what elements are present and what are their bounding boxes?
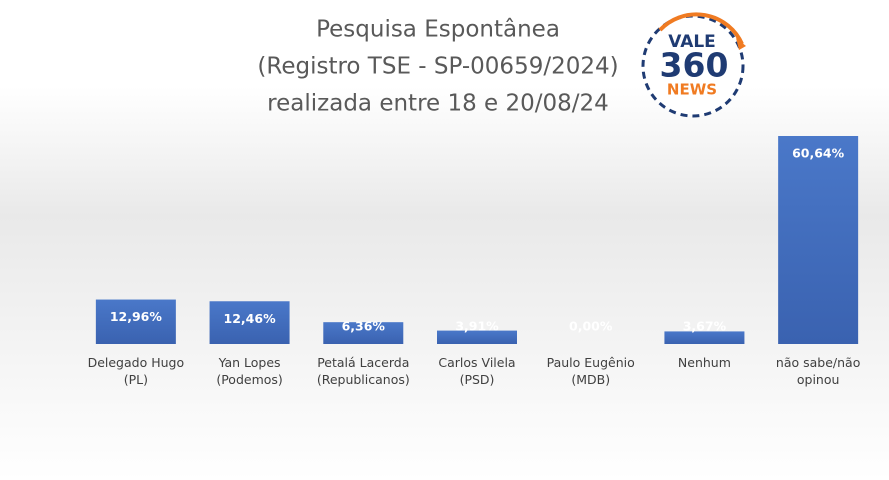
value-label: 12,96%: [110, 309, 163, 324]
x-tick-label: Yan Lopes (Podemos): [216, 355, 283, 387]
x-tick-label: Carlos Vilela (PSD): [438, 355, 516, 387]
x-tick-label: Nenhum: [677, 355, 731, 370]
x-tick-label: Petalá Lacerda (Republicanos): [316, 355, 410, 387]
logo-arrow: [736, 38, 746, 50]
bar: [95, 299, 176, 344]
bar: [437, 330, 517, 344]
bar: [664, 331, 745, 344]
logo-arc: [658, 12, 744, 45]
value-label: 12,46%: [224, 311, 277, 326]
bar: [323, 322, 404, 344]
bar: [778, 136, 859, 344]
value-label: 6,36%: [342, 319, 386, 334]
logo-bottom: NEWS: [667, 81, 717, 99]
bar: [209, 301, 290, 344]
value-label: 60,64%: [792, 146, 845, 161]
chart-title: (Registro TSE - SP-00659/2024): [257, 54, 618, 80]
chart-title: Pesquisa Espontânea: [316, 17, 560, 43]
x-tick-label: Paulo Eugênio (MDB): [546, 355, 635, 387]
x-tick-label: Delegado Hugo (PL): [87, 355, 185, 387]
logo-top: VALE: [668, 32, 716, 52]
x-tick-label: não sabe/não opinou: [775, 355, 861, 387]
value-label: 3,67%: [683, 319, 727, 334]
value-label: 0,00%: [569, 319, 613, 334]
logo-ring: [641, 14, 745, 118]
value-label: 3,91%: [455, 319, 499, 334]
chart-title: realizada entre 18 e 20/08/24: [267, 91, 609, 117]
logo-middle: 360: [660, 46, 729, 85]
logo: VALE 360 NEWS: [641, 12, 746, 118]
